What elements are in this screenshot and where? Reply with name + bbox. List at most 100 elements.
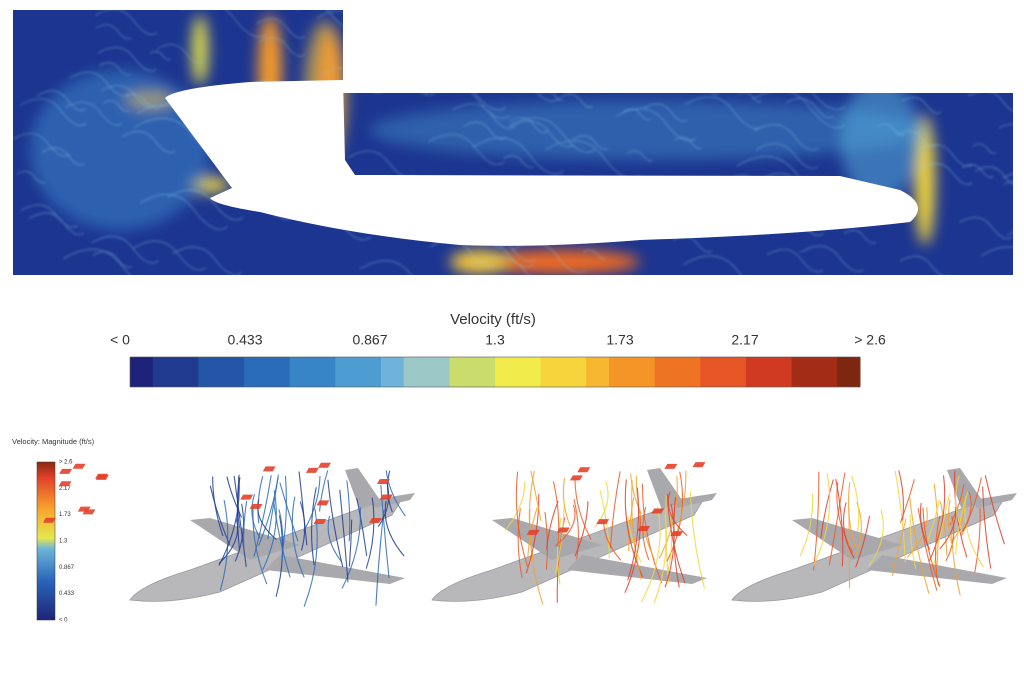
streamline: [172, 246, 242, 275]
streamline: [740, 31, 798, 55]
flow-field: [13, 10, 1013, 275]
streamline: [357, 63, 437, 96]
colorbar-segment: [723, 357, 747, 387]
inlet: [596, 519, 610, 525]
streamline: [69, 71, 130, 97]
small-legend-label: 0.867: [59, 565, 75, 571]
colorbar-label: 0.867: [352, 332, 387, 348]
streamline: [278, 509, 284, 560]
inlet: [318, 462, 331, 468]
colorbar-segment: [244, 357, 268, 387]
streamline: [504, 481, 526, 531]
small-legend-label: 1.3: [59, 539, 68, 545]
inlet: [379, 494, 393, 500]
streamline: [855, 515, 871, 568]
streamline: [463, 121, 506, 140]
colorbar-segment: [426, 357, 450, 387]
colorbar-segment: [837, 357, 861, 387]
streamline: [311, 487, 317, 566]
streamline: [950, 518, 961, 596]
streamline: [233, 475, 247, 567]
streamline: [684, 96, 764, 129]
streamline: [359, 260, 445, 275]
streamline: [64, 101, 123, 126]
streamline: [463, 31, 489, 42]
streamline: [628, 497, 635, 552]
streamline: [356, 497, 368, 556]
streamline: [218, 518, 239, 565]
streamline: [641, 483, 663, 584]
streamline: [327, 515, 342, 563]
aircraft-views: [42, 462, 1017, 607]
streamline: [554, 500, 565, 574]
inlet: [316, 500, 330, 506]
inlet: [670, 531, 684, 537]
streamline: [504, 63, 576, 93]
colorbar-frame: [129, 356, 861, 388]
streamline: [755, 143, 819, 169]
streamline: [546, 500, 559, 550]
streamline: [365, 497, 375, 569]
streamline: [452, 103, 516, 130]
streamline: [812, 472, 831, 566]
streamline: [475, 45, 535, 70]
streamline: [481, 34, 565, 69]
streamline: [121, 131, 176, 154]
streamline: [901, 96, 942, 114]
colorbar-segment: [335, 357, 359, 387]
streamline: [471, 256, 562, 275]
colorbar-segment: [495, 357, 519, 387]
streamline: [380, 485, 390, 579]
streamline: [630, 473, 642, 515]
streamline: [515, 471, 529, 568]
streamline: [133, 240, 206, 271]
streamline: [226, 476, 243, 518]
streamline: [769, 22, 823, 44]
streamline: [981, 246, 1013, 275]
streamline: [820, 479, 834, 539]
colorbar-segment: [266, 357, 291, 387]
streamline: [899, 479, 915, 523]
colorbar-segment: [791, 357, 815, 387]
streamline: [428, 134, 505, 165]
streamline: [36, 90, 87, 111]
streamline: [913, 32, 966, 54]
small-legend-label: 2.17: [59, 486, 71, 492]
streamline: [29, 212, 85, 236]
colorbar-label: 1.3: [485, 332, 505, 348]
aircraft-view: [526, 462, 1017, 602]
streamline: [954, 475, 964, 534]
streamline: [835, 478, 844, 567]
streamline: [666, 493, 686, 584]
streamline: [327, 479, 344, 568]
inlet: [664, 463, 678, 469]
streamline: [257, 499, 277, 541]
streamline: [627, 150, 653, 162]
streamline: [799, 493, 814, 557]
streamline: [279, 482, 299, 542]
streamline: [984, 475, 1006, 545]
streamline: [876, 123, 905, 136]
small-legend-label: 1.73: [59, 512, 71, 518]
streamline: [642, 506, 650, 561]
streamline: [179, 10, 267, 38]
inlet: [692, 462, 706, 468]
streamline: [526, 507, 538, 569]
wing: [492, 518, 707, 584]
streamline: [303, 475, 321, 532]
streamline: [346, 480, 351, 542]
streamline: [234, 503, 245, 562]
small-legend-title: Velocity: Magnitude (ft/s): [12, 437, 95, 446]
streamline: [256, 18, 306, 39]
streamline: [673, 496, 680, 588]
streamline: [453, 23, 553, 64]
streamline: [298, 471, 308, 546]
streamline: [574, 479, 592, 540]
streamline: [506, 19, 550, 37]
colorbar: Velocity (ft/s) < 0 0.433 0.867 1.3 1.73 2.17…: [110, 311, 886, 388]
colorbar-segment: [130, 357, 154, 387]
inlet: [376, 479, 390, 485]
streamline: [62, 248, 160, 275]
colorbar-segment: [768, 357, 793, 387]
streamline: [291, 496, 305, 578]
